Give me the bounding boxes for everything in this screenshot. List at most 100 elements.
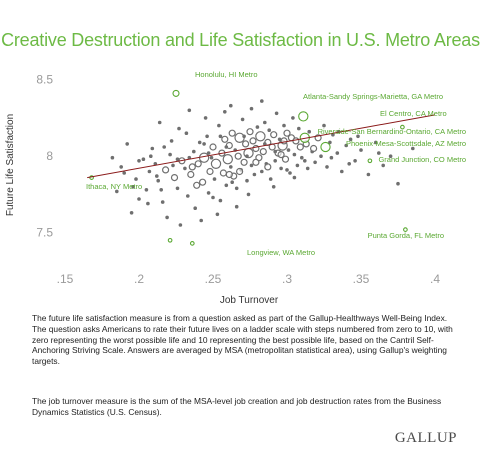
- point-annotation: Atlanta-Sandy Springs-Marietta, GA Metro: [303, 92, 443, 101]
- point-annotation: Punta Gorda, FL Metro: [368, 231, 444, 240]
- data-point: [165, 215, 169, 220]
- data-point: [325, 165, 329, 169]
- data-point: [286, 148, 291, 152]
- data-point: [205, 134, 209, 139]
- data-point: [141, 157, 146, 161]
- data-point: [344, 143, 349, 148]
- data-point: [194, 160, 202, 168]
- data-point: [282, 123, 286, 128]
- data-point: [359, 148, 363, 152]
- data-point: [170, 174, 179, 182]
- data-point: [131, 185, 135, 189]
- data-point: [260, 169, 264, 174]
- data-point: [396, 181, 400, 186]
- data-point: [267, 128, 272, 132]
- data-point: [246, 192, 251, 197]
- data-point: [305, 166, 310, 171]
- data-point: [169, 139, 174, 143]
- data-point: [245, 154, 249, 158]
- data-point: [183, 166, 187, 171]
- highlighted-point: [367, 158, 373, 164]
- highlighted-point: [403, 227, 408, 232]
- methodology-note-job-turnover: The job turnover measure is the sum of t…: [32, 396, 442, 417]
- data-point: [249, 163, 254, 168]
- data-point: [270, 131, 278, 139]
- point-annotation: Honolulu, HI Metro: [195, 70, 258, 79]
- data-point: [203, 116, 208, 120]
- data-point: [313, 160, 317, 165]
- data-point: [230, 180, 234, 184]
- y-tick-label: 8: [46, 149, 53, 163]
- data-point: [202, 142, 206, 146]
- data-point: [300, 155, 304, 160]
- data-point: [279, 166, 283, 171]
- data-point: [168, 152, 172, 157]
- x-tick-label: .3: [282, 272, 292, 286]
- data-point: [381, 163, 386, 168]
- data-point: [219, 169, 227, 177]
- x-axis-title: Job Turnover: [220, 295, 279, 306]
- point-annotation: Ithaca, NY Metro: [86, 182, 142, 191]
- data-point: [296, 143, 304, 151]
- data-point: [263, 142, 267, 146]
- data-point: [234, 186, 239, 191]
- data-point: [411, 146, 415, 151]
- data-point: [340, 169, 344, 174]
- data-point: [224, 183, 229, 188]
- scatter-points: [110, 99, 415, 227]
- data-point: [249, 137, 257, 145]
- data-point: [310, 144, 318, 153]
- data-point: [149, 154, 153, 158]
- data-point: [303, 159, 307, 163]
- data-point: [245, 178, 249, 183]
- data-point: [388, 154, 393, 158]
- data-point: [234, 152, 242, 160]
- data-point: [223, 110, 227, 114]
- data-point: [263, 120, 267, 125]
- data-point: [134, 177, 138, 181]
- data-point: [187, 108, 192, 113]
- data-point: [297, 126, 301, 131]
- data-point: [234, 204, 239, 209]
- data-point: [119, 165, 123, 169]
- data-point: [209, 143, 217, 151]
- data-point: [252, 158, 260, 166]
- data-point: [234, 132, 245, 143]
- highlighted-points: [89, 89, 408, 246]
- data-point: [144, 188, 149, 192]
- data-point: [280, 137, 288, 145]
- data-point: [329, 155, 334, 160]
- data-point: [110, 155, 115, 160]
- data-point: [249, 106, 254, 111]
- data-point: [225, 170, 233, 179]
- data-point: [197, 140, 202, 145]
- data-point: [157, 120, 162, 125]
- highlighted-point: [172, 89, 180, 97]
- data-point: [292, 175, 297, 180]
- data-point: [240, 117, 245, 122]
- data-point: [283, 129, 291, 137]
- data-point: [259, 148, 267, 156]
- data-point: [178, 223, 183, 227]
- data-point: [255, 125, 260, 129]
- chart-axes: .15 .2 .25 .3 .35 .4 7.5 8 8.5: [36, 73, 440, 286]
- y-axis-title: Future Life Satisfaction: [5, 114, 16, 216]
- x-tick-label: .15: [57, 272, 74, 286]
- gallup-logo: GALLUP: [394, 430, 457, 446]
- methodology-note-life-satisfaction: The future life satisfaction measure is …: [32, 313, 453, 367]
- data-point: [288, 171, 292, 175]
- data-point: [252, 172, 257, 177]
- data-point: [348, 137, 353, 142]
- data-point: [291, 116, 295, 120]
- data-point: [206, 191, 211, 195]
- data-point: [147, 169, 152, 174]
- data-point: [268, 177, 273, 181]
- x-tick-label: .25: [205, 272, 222, 286]
- data-point: [347, 162, 352, 166]
- highlighted-point: [298, 111, 309, 122]
- data-point: [150, 146, 155, 151]
- data-point: [188, 163, 196, 171]
- data-point: [228, 129, 236, 137]
- data-point: [155, 174, 159, 178]
- data-point: [218, 134, 223, 139]
